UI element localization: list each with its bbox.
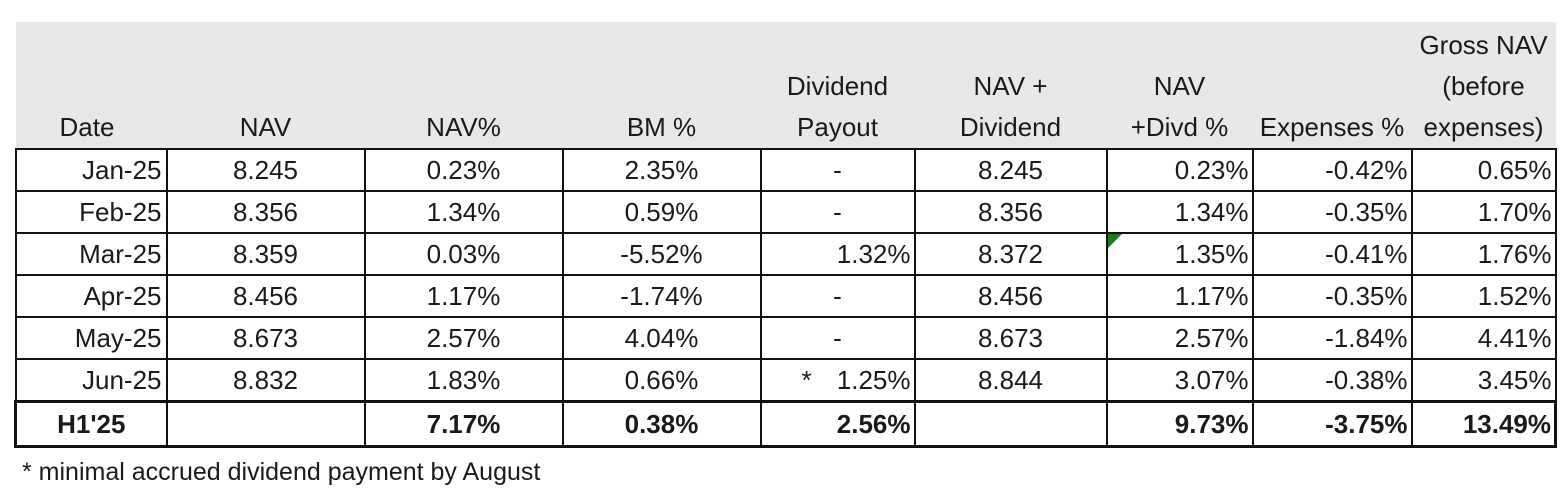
row-bm-pct: -5.52% [561, 232, 762, 276]
row-expenses-pct: -0.41% [1251, 232, 1413, 276]
row-date: May-25 [14, 316, 168, 360]
row-nav: 8.245 [165, 148, 366, 192]
row-bm-pct: -1.74% [561, 274, 762, 318]
dividend-value: - [833, 154, 842, 185]
row-dividend: * 1.25% [759, 358, 916, 403]
row-nav-dividend: 8.356 [913, 190, 1108, 234]
row-date: Mar-25 [14, 232, 168, 276]
row-nav: 8.356 [165, 190, 366, 234]
header-nav-pct: NAV% [426, 112, 501, 142]
header-nav-divd-pct: NAV +Divd % [1130, 71, 1229, 142]
table-row: Jan-25 8.245 0.23% 2.35% -8.245 0.23% -0.42% 0.… [14, 148, 1557, 192]
total-bm-pct: 0.38% [561, 400, 762, 448]
dividend-value: - [833, 196, 842, 227]
row-nav-divd-pct: 1.17% [1105, 274, 1254, 318]
row-bm-pct: 2.35% [561, 148, 762, 192]
header-bm-pct: BM % [626, 112, 697, 142]
row-expenses-pct: -0.35% [1251, 274, 1413, 318]
dividend-value: - [833, 280, 842, 311]
footnote-asterisk: * [801, 364, 812, 395]
row-nav-dividend: 8.245 [913, 148, 1108, 192]
row-expenses-pct: -1.84% [1251, 316, 1413, 360]
row-nav-pct: 1.83% [363, 358, 564, 403]
total-dividend: 2.56% [759, 400, 916, 448]
row-nav-dividend: 8.844 [913, 358, 1108, 403]
row-nav-divd-pct: 1.34% [1105, 190, 1254, 234]
row-nav-divd-pct: 1.35% [1105, 232, 1254, 276]
row-nav-pct: 1.34% [363, 190, 564, 234]
table-row: May-25 8.673 2.57% 4.04% -8.673 2.57% -1.84% 4.… [14, 316, 1557, 360]
table-row: Feb-25 8.356 1.34% 0.59% -8.356 1.34% -0.35% 1.… [14, 190, 1557, 234]
row-nav-pct: 2.57% [363, 316, 564, 360]
total-date: H1'25 [14, 400, 168, 448]
header-gross-nav: Gross NAV (before expenses) [1419, 30, 1548, 142]
row-dividend: - [759, 274, 916, 318]
header-row: Date NAV NAV% BM % Dividend Payout NAV +… [15, 22, 1556, 149]
row-dividend: 1.32% [759, 232, 916, 276]
row-dividend: - [759, 190, 916, 234]
row-bm-pct: 0.66% [561, 358, 762, 403]
dividend-value: 1.25% [836, 364, 911, 395]
total-row: H1'25 7.17% 0.38% 2.56% 9.73% -3.75% 13.… [14, 400, 1557, 448]
dividend-value: 1.32% [836, 238, 911, 269]
row-gross-nav: 3.45% [1410, 358, 1557, 403]
table-row: Mar-25 8.359 0.03% -5.52% 1.32% 8.372 1.35% -0.… [14, 232, 1557, 276]
total-expenses-pct: -3.75% [1251, 400, 1413, 448]
row-expenses-pct: -0.38% [1251, 358, 1413, 403]
row-nav: 8.456 [165, 274, 366, 318]
cell-comment-marker-icon [1107, 234, 1122, 248]
row-nav-pct: 0.23% [363, 148, 564, 192]
row-bm-pct: 4.04% [561, 316, 762, 360]
row-nav-pct: 0.03% [363, 232, 564, 276]
row-nav-dividend: 8.673 [913, 316, 1108, 360]
header-dividend-payout: Dividend Payout [786, 71, 889, 142]
row-dividend: - [759, 316, 916, 360]
row-gross-nav: 0.65% [1410, 148, 1557, 192]
row-nav-divd-pct: 0.23% [1105, 148, 1254, 192]
row-dividend: - [759, 148, 916, 192]
total-nav [165, 400, 366, 448]
row-nav: 8.832 [165, 358, 366, 403]
header-date: Date [59, 112, 115, 142]
row-nav-pct: 1.17% [363, 274, 564, 318]
row-gross-nav: 1.52% [1410, 274, 1557, 318]
table-row: Apr-25 8.456 1.17% -1.74% -8.456 1.17% -0.35% 1… [14, 274, 1557, 318]
row-expenses-pct: -0.35% [1251, 190, 1413, 234]
row-nav-divd-pct: 3.07% [1105, 358, 1254, 403]
header-nav-plus-dividend: NAV + Dividend [959, 71, 1062, 142]
row-bm-pct: 0.59% [561, 190, 762, 234]
row-date: Apr-25 [14, 274, 168, 318]
footnote: * minimal accrued dividend payment by Au… [22, 458, 541, 486]
row-nav: 8.673 [165, 316, 366, 360]
row-gross-nav: 1.76% [1410, 232, 1557, 276]
row-nav: 8.359 [165, 232, 366, 276]
row-gross-nav: 1.70% [1410, 190, 1557, 234]
nav-performance-table-wrapper: Date NAV NAV% BM % Dividend Payout NAV +… [14, 22, 1557, 448]
header-nav: NAV [239, 112, 292, 142]
dividend-value: - [833, 322, 842, 353]
row-date: Jun-25 [14, 358, 168, 403]
row-nav-dividend: 8.372 [913, 232, 1108, 276]
header-expenses-pct: Expenses % [1259, 112, 1405, 142]
row-expenses-pct: -0.42% [1251, 148, 1413, 192]
total-nav-pct: 7.17% [363, 400, 564, 448]
row-nav-dividend: 8.456 [913, 274, 1108, 318]
total-nav-dividend [913, 400, 1108, 448]
row-nav-divd-pct: 2.57% [1105, 316, 1254, 360]
row-gross-nav: 4.41% [1410, 316, 1557, 360]
total-nav-divd-pct: 9.73% [1105, 400, 1254, 448]
table-row: Jun-25 8.832 1.83% 0.66% * 1.25% 8.844 3.07% -0.… [14, 358, 1557, 403]
row-date: Jan-25 [14, 148, 168, 192]
total-gross-nav: 13.49% [1410, 400, 1557, 448]
nav-performance-table: Date NAV NAV% BM % Dividend Payout NAV +… [14, 22, 1557, 448]
nav-divd-pct-value: 1.35% [1174, 238, 1249, 269]
table-body: Jan-25 8.245 0.23% 2.35% -8.245 0.23% -0.42% 0.… [14, 148, 1557, 448]
row-date: Feb-25 [14, 190, 168, 234]
